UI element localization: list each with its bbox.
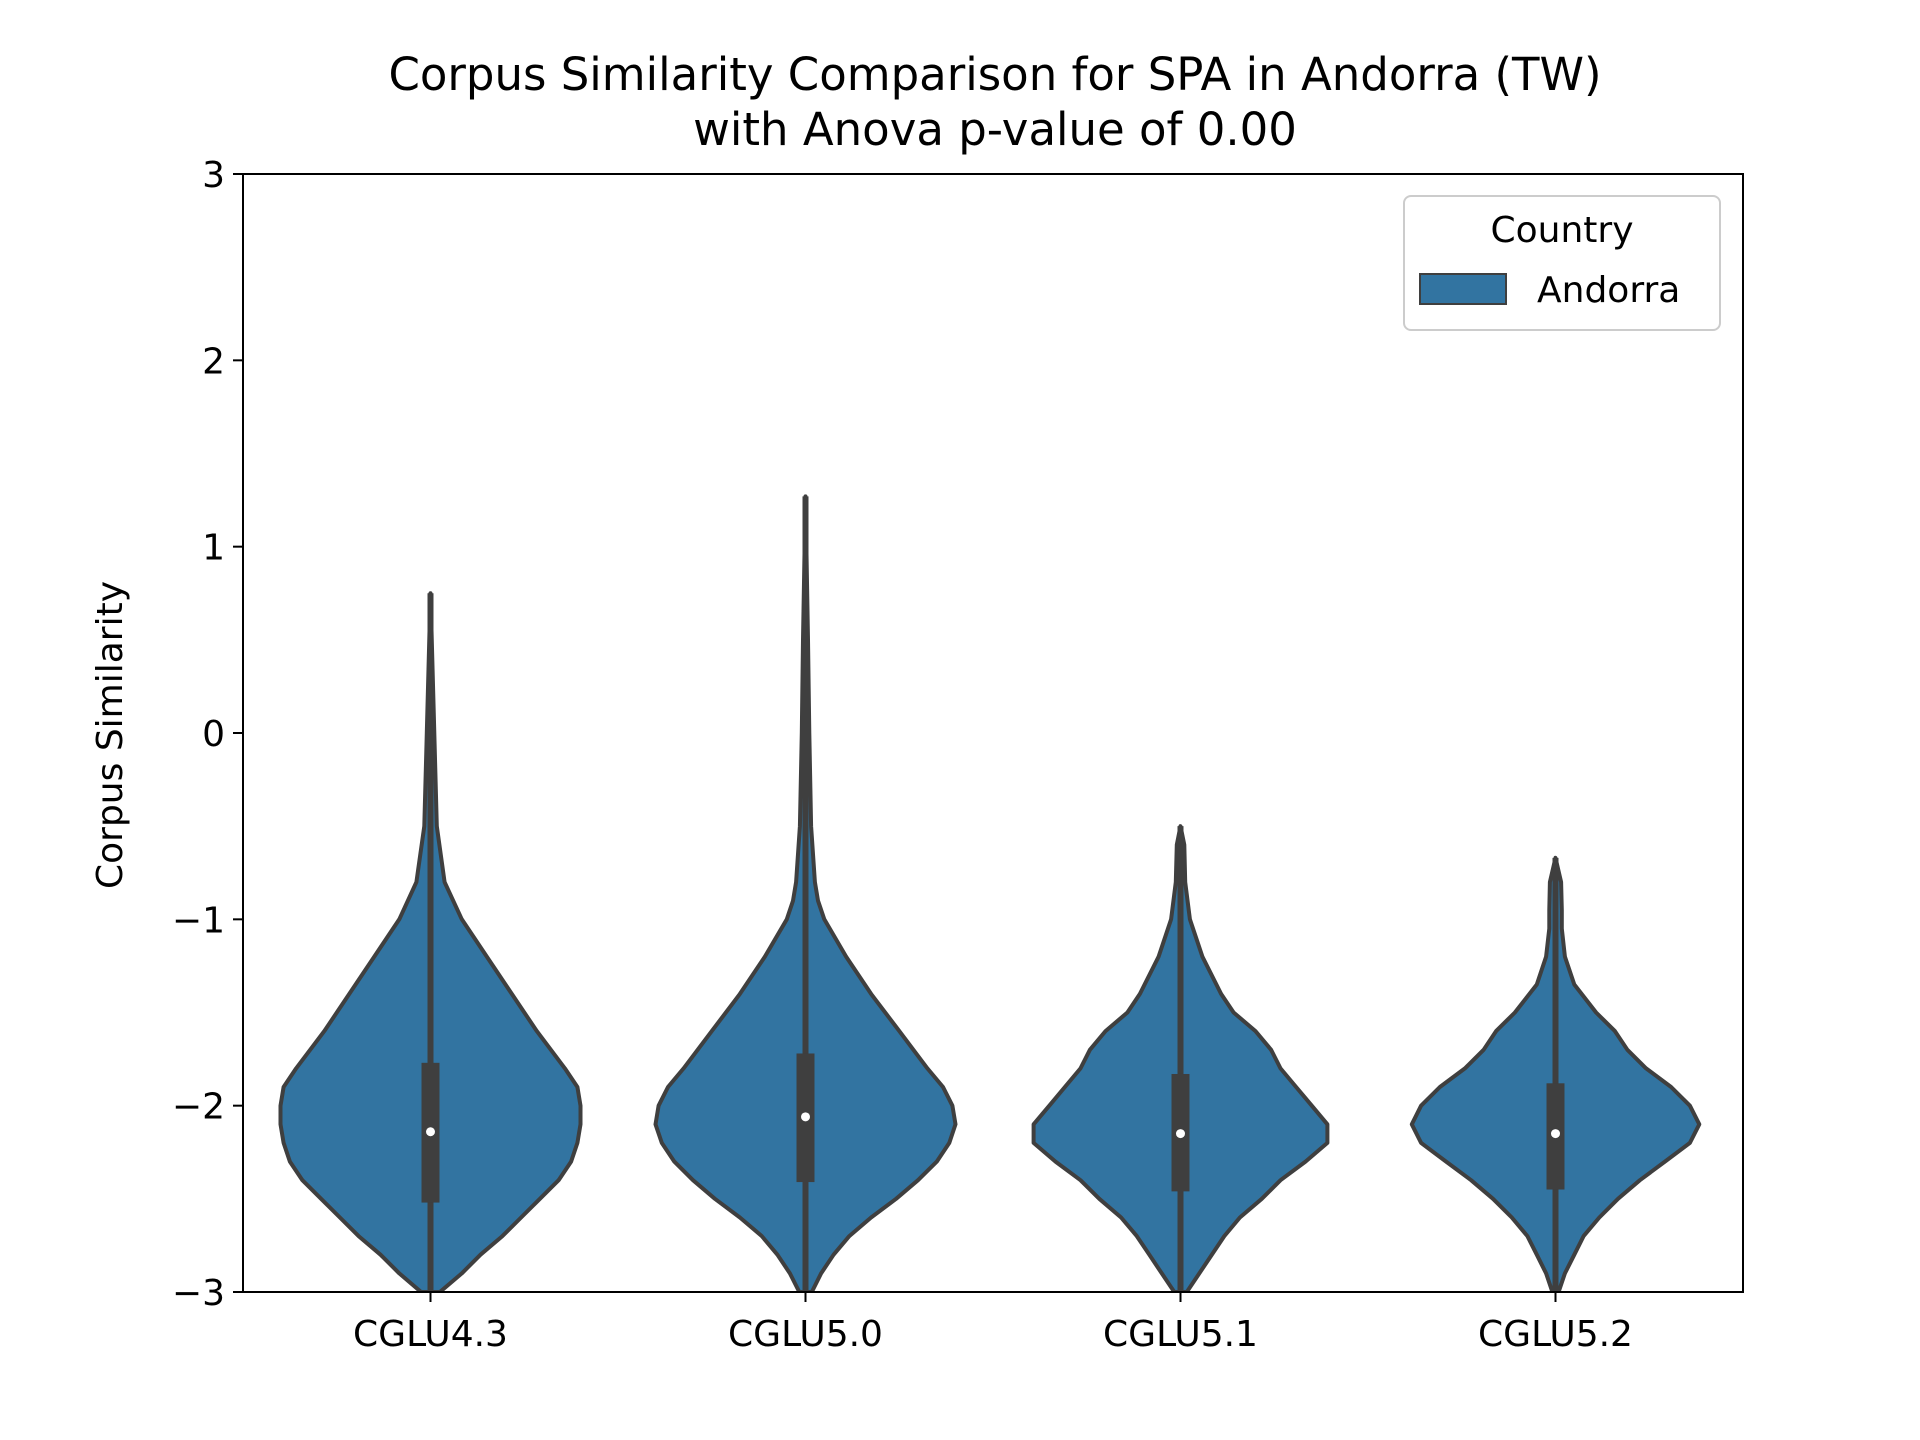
plot-frame — [242, 173, 1744, 1293]
y-tick-label: −3 — [172, 1273, 225, 1314]
chart-title: Corpus Similarity Comparison for SPA in … — [388, 48, 1601, 101]
x-tick-label: CGLU5.1 — [1103, 1314, 1258, 1355]
legend: Country Andorra — [1403, 195, 1721, 331]
x-tick-label: CGLU5.2 — [1478, 1314, 1633, 1355]
violin-median-point — [801, 1112, 810, 1122]
y-tick-label: 1 — [202, 528, 225, 569]
y-axis-label: Corpus Similarity — [90, 581, 131, 889]
violin-median-point — [1551, 1129, 1560, 1139]
legend-title: Country — [1490, 210, 1633, 251]
legend-entry-andorra: Andorra — [1537, 270, 1680, 311]
violin-median-point — [1176, 1129, 1185, 1139]
y-tick-label: 3 — [202, 155, 225, 196]
y-tick-label: −2 — [172, 1087, 225, 1128]
x-tick-label: CGLU4.3 — [353, 1314, 508, 1355]
violin-cglu5-1 — [1031, 824, 1330, 1292]
y-tick-label: 0 — [202, 714, 225, 755]
violin-cglu5-2 — [1409, 855, 1702, 1292]
y-axis-ticks: −3 −2 −1 0 1 2 3 — [172, 155, 243, 1314]
y-tick-label: −1 — [172, 900, 225, 941]
violin-cglu5-0 — [653, 494, 958, 1292]
violin-cglu4-3 — [278, 591, 583, 1292]
violins-layer — [278, 494, 1702, 1292]
violin-median-point — [426, 1127, 435, 1137]
chart-subtitle: with Anova p-value of 0.00 — [693, 103, 1297, 156]
legend-swatch-andorra — [1419, 273, 1507, 305]
x-tick-label: CGLU5.0 — [728, 1314, 883, 1355]
y-tick-label: 2 — [202, 341, 225, 382]
x-axis-ticks: CGLU4.3 CGLU5.0 CGLU5.1 CGLU5.2 — [353, 1292, 1633, 1355]
